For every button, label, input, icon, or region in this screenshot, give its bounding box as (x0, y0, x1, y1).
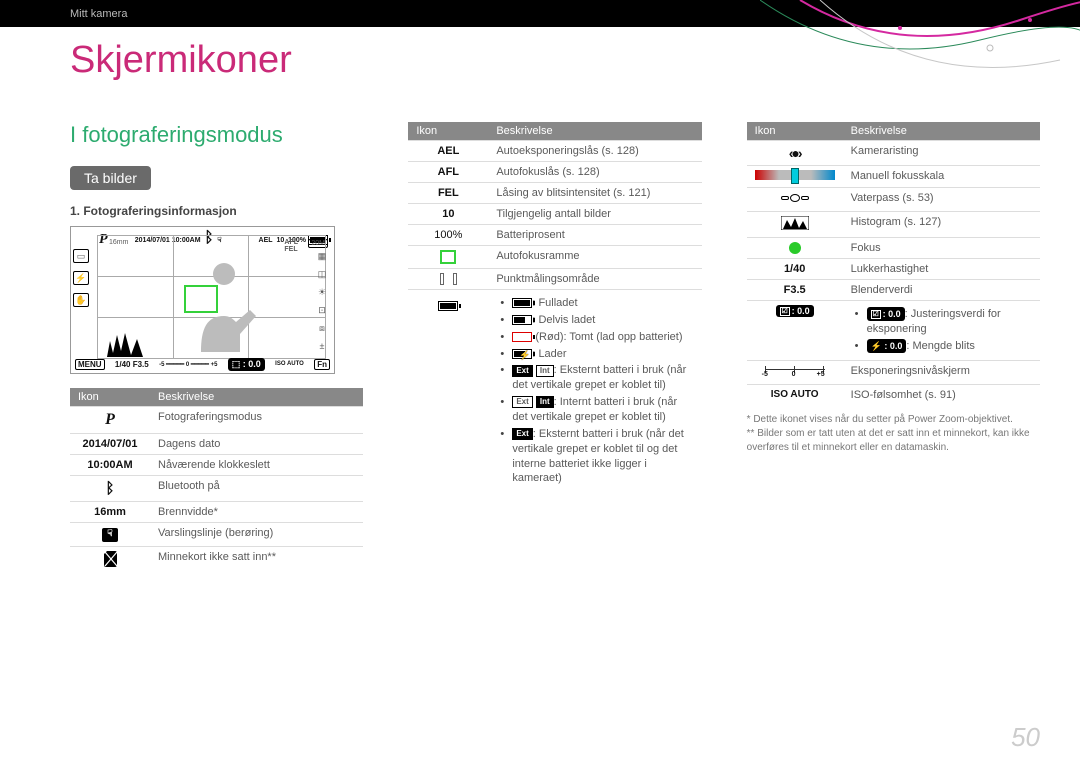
menu-button[interactable]: MENU (75, 359, 105, 370)
section-heading: I fotograferingsmodus (70, 122, 363, 148)
t3r6: Blenderverdi (843, 280, 1040, 301)
t2r5: Autofokusramme (488, 246, 701, 269)
tab-ta-bilder: Ta bilder (70, 166, 151, 190)
bl6: : Eksternt batteri i bruk (når det verti… (512, 428, 683, 485)
column-mid: IkonBeskrivelse AELAutoeksponeringslås (… (408, 122, 701, 571)
t2r2: Låsing av blitsintensitet (s. 121) (488, 183, 701, 204)
t1r4: Brennvidde* (150, 502, 363, 523)
footnotes: * Dette ikonet vises når du setter på Po… (747, 413, 1040, 455)
af-frame-icon (440, 250, 456, 264)
exposure-ruler-icon: -50+5 (765, 365, 825, 377)
t3bi1: ISO AUTO (747, 384, 843, 405)
battery-legend: : Fulladet : Delvis ladet (Rød): Tomt (l… (496, 296, 693, 486)
battery-full-icon (438, 301, 458, 311)
spot-icon (439, 273, 457, 285)
ev-badge: ⬚ : 0.0 (228, 358, 265, 371)
breadcrumb-text: Mitt kamera (70, 8, 127, 20)
t3br0: Eksponeringsnivåskjerm (843, 360, 1040, 384)
fn-b: ** Bilder som er tatt uten at det er sat… (747, 427, 1040, 455)
t3r4: Fokus (843, 238, 1040, 259)
t1r0: Fotograferingsmodus (150, 407, 363, 434)
ev-badge-icon: ☑: 0.0 (776, 305, 814, 317)
th3d: Beskrivelse (843, 122, 1040, 141)
af-box (184, 285, 218, 313)
t3r2: Vaterpass (s. 53) (843, 188, 1040, 212)
th2i: Ikon (408, 122, 488, 141)
column-left: I fotograferingsmodus Ta bilder 1. Fotog… (70, 122, 363, 571)
t2r4: Batteriprosent (488, 225, 701, 246)
t2i0: AEL (408, 141, 488, 162)
bl3: : Lader (532, 348, 566, 360)
fn-button[interactable]: Fn (314, 359, 330, 370)
evr2: : Mengde blits (906, 340, 974, 352)
t1i1: 2014/07/01 (70, 434, 150, 455)
t3r0: Kameraristing (843, 141, 1040, 166)
t2i4: 100% (408, 225, 488, 246)
focus-dot-icon (789, 242, 801, 254)
sd-card-icon (104, 551, 117, 567)
t3i5: 1/40 (747, 259, 843, 280)
bl2: (Rød): Tomt (lad opp batteriet) (532, 331, 682, 343)
r-ic1: ▦ (314, 249, 330, 263)
focus-scale-icon (755, 170, 835, 180)
t1r2: Nåværende klokkeslett (150, 455, 363, 476)
shake-icon: ‹●› (789, 145, 801, 161)
t2r0: Autoeksponeringslås (s. 128) (488, 141, 701, 162)
th2d: Beskrivelse (488, 122, 701, 141)
t1r5: Varslingslinje (berøring) (150, 523, 363, 547)
icon-table-1: IkonBeskrivelse PFotograferingsmodus 201… (70, 388, 363, 571)
sub-heading: 1. Fotograferingsinformasjon (70, 204, 363, 218)
t1i4: 16mm (70, 502, 150, 523)
t2i1: AFL (408, 162, 488, 183)
th3i: Ikon (747, 122, 843, 141)
r-ic2: ◫ (314, 267, 330, 281)
t3r5: Lukkerhastighet (843, 259, 1040, 280)
r-ic5: ⧈ (314, 321, 330, 335)
bluetooth-icon: ᛒ (105, 480, 114, 497)
t2r1: Autofokuslås (s. 128) (488, 162, 701, 183)
t2r3: Tilgjengelig antall bilder (488, 204, 701, 225)
lcd-histogram (107, 331, 147, 357)
flash-icon: ⚡ (73, 271, 89, 285)
bl1: : Delvis ladet (532, 314, 595, 326)
lcd-preview: P 2014/07/01 10:00AM ᛒ ☟ AEL 10 100% 16m… (70, 226, 335, 374)
page-number: 50 (1011, 722, 1040, 753)
t1i2: 10:00AM (70, 455, 150, 476)
t1r1: Dagens dato (150, 434, 363, 455)
t3r3: Histogram (s. 127) (843, 212, 1040, 238)
t3i6: F3.5 (747, 280, 843, 301)
touch-icon: ✋ (73, 293, 89, 307)
t3br1: ISO-følsomhet (s. 91) (843, 384, 1040, 405)
t1r6: Minnekort ikke satt inn** (150, 547, 363, 572)
r-ic6: ± (314, 339, 330, 353)
header-breadcrumb: Mitt kamera (0, 0, 1080, 27)
page-title: Skjermikoner (0, 27, 1080, 82)
bl0: : Fulladet (532, 297, 577, 309)
hand-icon: ☟ (102, 528, 118, 542)
t1r3: Bluetooth på (150, 476, 363, 502)
lcd-exp-info: 1/40 F3.5 (115, 360, 149, 369)
ev-max: +5 (211, 362, 218, 368)
t2i3: 10 (408, 204, 488, 225)
r-ic3: ☀ (314, 285, 330, 299)
t2r6: Punktmålingsområde (488, 269, 701, 290)
icon-table-2: IkonBeskrivelse AELAutoeksponeringslås (… (408, 122, 701, 492)
th-icon: Ikon (70, 388, 150, 407)
icon-table-3: IkonBeskrivelse ‹●› Kameraristing Manuell… (747, 122, 1040, 405)
fn-a: * Dette ikonet vises når du setter på Po… (747, 413, 1040, 427)
r-ic4: ⊡ (314, 303, 330, 317)
lcd-iso: ISO AUTO (275, 361, 304, 367)
th-desc: Beskrivelse (150, 388, 363, 407)
level-icon (781, 192, 809, 204)
histogram-icon (781, 216, 809, 233)
drive-icon: ▭ (73, 249, 89, 263)
ev-mid: 0 (186, 362, 189, 368)
ev-min: -5 (159, 362, 164, 368)
t3r1: Manuell fokusskala (843, 166, 1040, 188)
t2i2: FEL (408, 183, 488, 204)
column-right: IkonBeskrivelse ‹●› Kameraristing Manuell… (747, 122, 1040, 571)
